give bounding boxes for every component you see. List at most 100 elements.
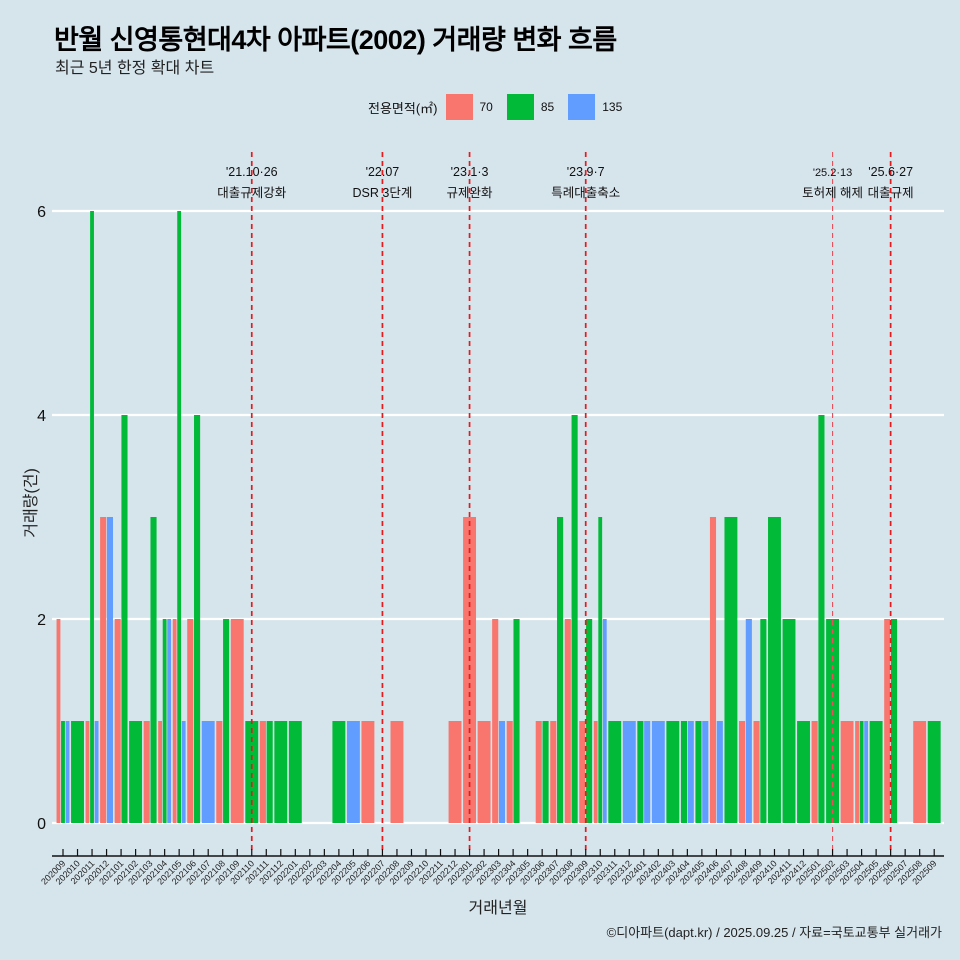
bar-202505-85	[869, 721, 883, 823]
bar-202009-70	[56, 619, 61, 823]
bar-202310-85	[598, 517, 603, 823]
bar-202011-70	[85, 721, 90, 823]
bar-202306-85	[542, 721, 549, 823]
bar-202307-85	[557, 517, 564, 823]
bar-202012-70	[100, 517, 107, 823]
y-axis: 0 2 4 6	[37, 204, 46, 833]
bar-202407-85	[724, 517, 738, 823]
x-axis-title: 거래년월	[469, 899, 528, 917]
bar-202401-135	[644, 721, 651, 823]
event-label: 규제완화	[447, 186, 494, 200]
bar-202405-85	[695, 721, 702, 823]
bar-202009-135	[65, 721, 70, 823]
bar-202104-85	[162, 619, 167, 823]
bar-202404-85	[680, 721, 688, 823]
bar-202208-70	[390, 721, 404, 823]
bar-202204-85	[332, 721, 346, 823]
bar-202303-70	[492, 619, 499, 823]
legend-swatch-85	[506, 94, 534, 120]
bar-202104-135	[167, 619, 172, 823]
event-label: DSR 3단계	[353, 186, 413, 200]
event-date: '22.07	[366, 165, 400, 179]
legend: 전용면적(㎡) 70 85 135	[368, 94, 636, 120]
y-tick-label: 2	[37, 612, 46, 629]
bar-202304-70	[506, 721, 513, 823]
bar-202501-70	[811, 721, 818, 823]
event-label: 특례대출축소	[551, 186, 620, 200]
bar-202410-85	[768, 517, 781, 823]
bar-202504-70	[855, 721, 859, 823]
bar-202010-85	[71, 721, 84, 823]
legend-title: 전용면적(㎡)	[368, 100, 438, 116]
legend-label-135: 135	[602, 100, 623, 114]
bar-202311-85	[608, 721, 622, 823]
bar-202506-85	[890, 619, 898, 823]
bar-202404-135	[687, 721, 694, 823]
bar-202206-70	[361, 721, 375, 823]
bar-202308-85	[571, 415, 578, 823]
bar-202201-85	[288, 721, 302, 823]
bar-202411-85	[782, 619, 796, 823]
bar-202205-135	[346, 721, 360, 823]
bar-202103-85	[150, 517, 157, 823]
bar-202011-85	[90, 211, 94, 823]
bar-202406-135	[716, 721, 723, 823]
bar-202504-85	[859, 721, 864, 823]
y-axis-title: 거래량(건)	[22, 468, 40, 538]
event-date: '21.10·26	[226, 165, 278, 179]
bar-202408-70	[738, 721, 746, 823]
bar-202309-85	[586, 619, 593, 823]
bar-202408-135	[745, 619, 752, 823]
bar-202310-135	[602, 619, 607, 823]
bar-202212-70	[448, 721, 462, 823]
bar-202304-85	[513, 619, 520, 823]
bar-202110-85	[245, 721, 259, 823]
bar-202101-85	[121, 415, 128, 823]
legend-swatch-70	[445, 94, 473, 120]
bar-202105-85	[177, 211, 182, 823]
bar-202409-85	[760, 619, 767, 823]
bar-202402-135	[651, 721, 665, 823]
chart-subtitle: 최근 5년 한정 확대 차트	[55, 60, 215, 77]
bar-202108-70	[216, 721, 223, 823]
bar-202309-70	[579, 721, 586, 823]
legend-swatch-135	[568, 94, 596, 120]
bar-202009-85	[61, 721, 65, 823]
bar-202103-70	[143, 721, 150, 823]
x-axis: 2020092020102020112020122021012021022021…	[39, 849, 944, 887]
bar-202011-135	[94, 721, 99, 823]
y-tick-label: 4	[37, 408, 46, 425]
bar-202412-85	[797, 721, 810, 823]
bar-202409-70	[753, 721, 760, 823]
bar-202310-70	[593, 721, 598, 823]
event-label: 토허제 해제	[802, 186, 863, 200]
y-tick-label: 6	[37, 204, 46, 221]
bar-202504-135	[864, 721, 869, 823]
event-date: '25.6·27	[868, 165, 913, 179]
bar-202509-85	[927, 721, 941, 823]
bar-202108-85	[223, 619, 230, 823]
bar-202101-70	[114, 619, 121, 823]
bar-202106-85	[194, 415, 201, 823]
legend-label-85: 85	[540, 100, 555, 114]
bar-202104-70	[158, 721, 163, 823]
event-date: '23.1·3	[451, 165, 489, 179]
y-tick-label: 0	[37, 816, 46, 833]
bar-202508-70	[913, 721, 927, 823]
event-label: 대출규제강화	[217, 186, 287, 200]
bar-202306-70	[535, 721, 542, 823]
bar-202405-135	[702, 721, 709, 823]
bar-202501-85	[818, 415, 825, 823]
bar-202111-85	[266, 721, 273, 823]
legend-label-70: 70	[479, 100, 493, 114]
bar-202012-135	[106, 517, 114, 823]
bar-202105-135	[181, 721, 186, 823]
bar-202112-85	[274, 721, 288, 823]
bar-202303-135	[498, 721, 506, 823]
bar-202302-70	[477, 721, 491, 823]
bar-202506-70	[884, 619, 891, 823]
bar-202403-85	[666, 721, 680, 823]
footer-credit: ©디아파트(dapt.kr) / 2025.09.25 / 자료=국토교통부 실…	[606, 925, 942, 940]
chart-title: 반월 신영통현대4차 아파트(2002) 거래량 변화 흐름	[54, 25, 617, 55]
event-date: '25.2·13	[813, 167, 852, 179]
